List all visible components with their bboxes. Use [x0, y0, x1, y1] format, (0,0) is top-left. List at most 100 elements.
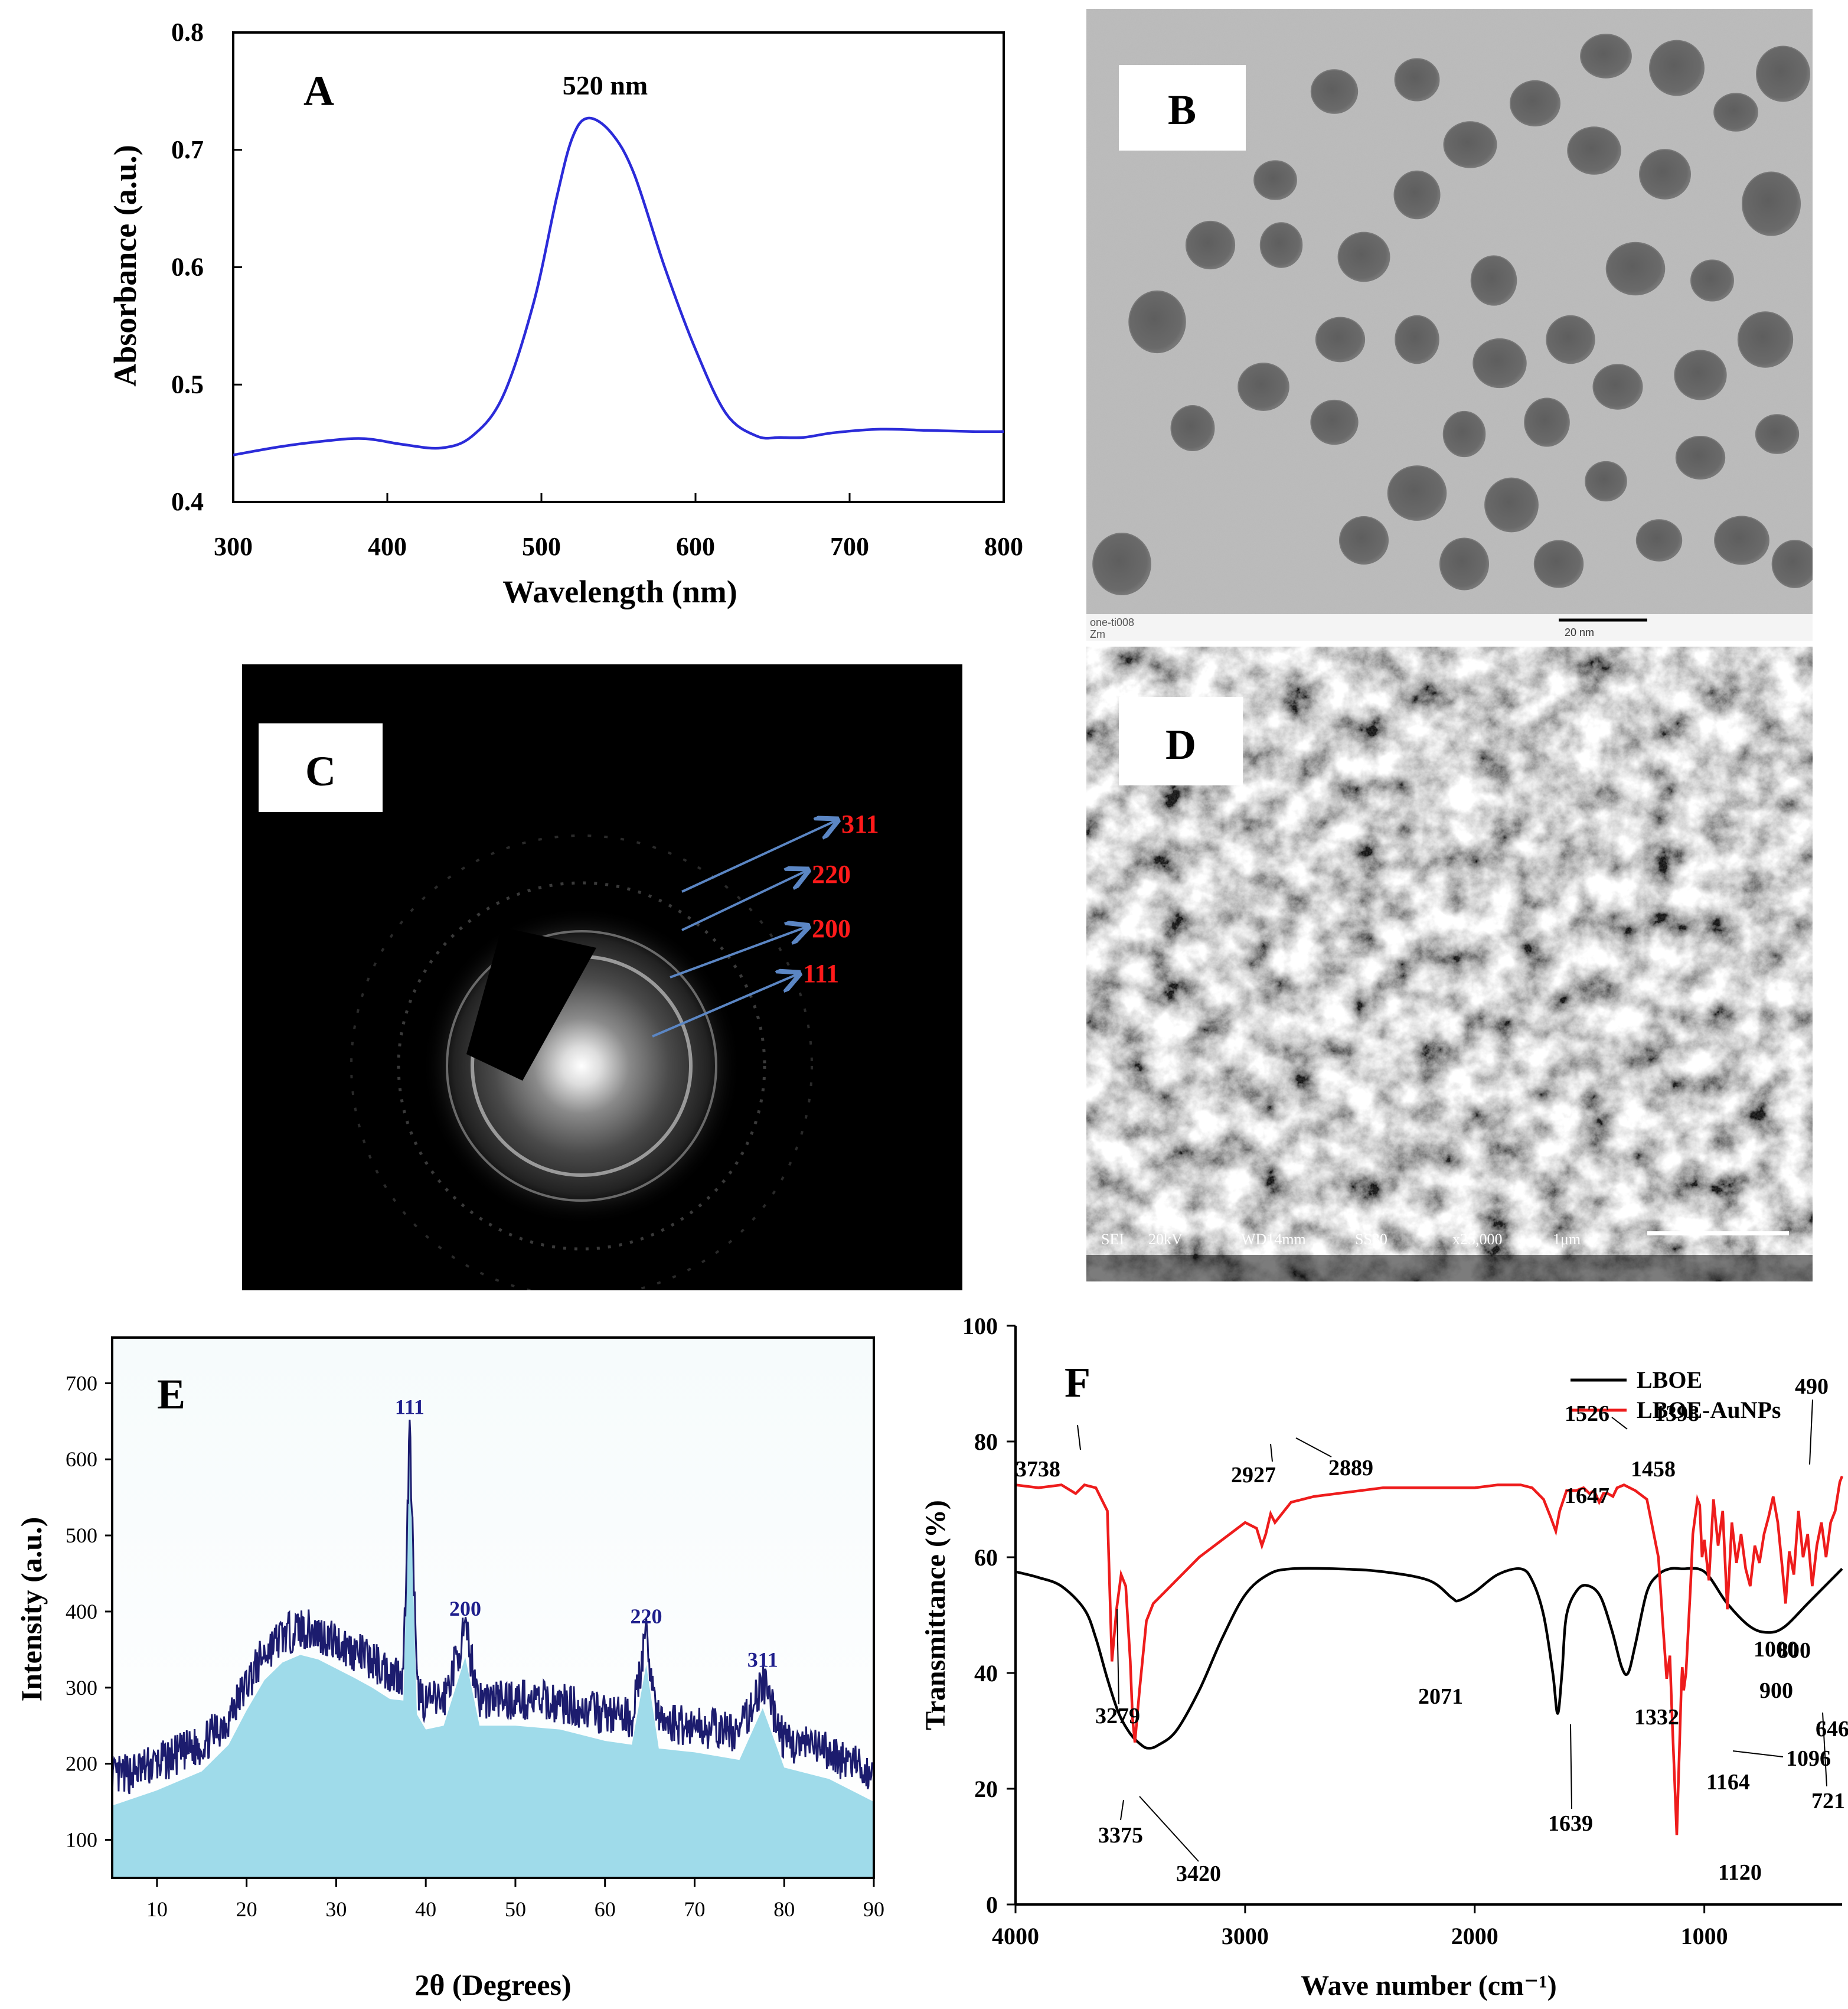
y-axis-label: Transmittance (%) [920, 1500, 951, 1730]
sem-info-mode: SEI [1101, 1231, 1124, 1248]
nanoparticle [1315, 317, 1366, 363]
x-tick-label: 300 [214, 532, 253, 561]
x-tick-label: 30 [325, 1897, 347, 1921]
arrow-311 [681, 821, 835, 893]
x-tick-label: 90 [863, 1897, 884, 1921]
nanoparticle [1737, 311, 1794, 368]
peak-label-220: 220 [631, 1604, 662, 1628]
panel-letter-box [1119, 65, 1246, 151]
nanoparticle [1395, 315, 1439, 364]
xrd-area-fill [112, 1455, 874, 1878]
x-tick-label: 500 [522, 532, 561, 561]
nanoparticle [1635, 519, 1683, 562]
nanoparticle [1585, 461, 1627, 502]
nanoparticle [1185, 220, 1236, 270]
saed-label-200: 200 [812, 914, 851, 943]
panel-letter-box [259, 723, 383, 812]
nanoparticle [1771, 540, 1813, 588]
x-tick-label: 40 [415, 1897, 436, 1921]
legend-label-lboe: LBOE [1637, 1366, 1702, 1393]
ann-2889: 2889 [1328, 1456, 1373, 1480]
ann-800: 800 [1777, 1638, 1811, 1663]
nanoparticles [1092, 34, 1813, 596]
nanoparticle [1092, 532, 1151, 596]
x-tick-label: 700 [830, 532, 869, 561]
peak-annotations: 3738 2927 2889 1647 1526 1458 1398 490 3… [1016, 1374, 1848, 1886]
axis-ticks: 4000 3000 2000 1000 0 20 40 60 80 100 [962, 1313, 1728, 1949]
ann-721: 721 [1811, 1789, 1845, 1814]
panel-letter: A [303, 67, 334, 115]
nanoparticle [1259, 222, 1303, 268]
y-tick-label: 500 [66, 1524, 97, 1547]
nanoparticle [1524, 397, 1570, 447]
tem-caption-2: Zm [1090, 628, 1105, 640]
y-tick-label: 700 [66, 1371, 97, 1395]
ann-646: 646 [1816, 1717, 1848, 1741]
nanoparticle [1393, 170, 1441, 220]
nanoparticle [1510, 80, 1560, 127]
sem-info-wd: WD14mm [1241, 1231, 1306, 1248]
panel-b-tem-image: one-ti008 Zm 20 nm B [1086, 9, 1813, 641]
y-tick-label: 20 [974, 1776, 998, 1802]
nanoparticle [1238, 363, 1289, 411]
nanoparticle [1128, 290, 1186, 354]
axis-ticks: 10 20 30 40 50 60 70 80 90 100 200 300 400 500 600 700 [66, 1371, 884, 1921]
tem-caption: one-ti008 [1090, 617, 1134, 628]
ann-3279: 3279 [1095, 1704, 1140, 1728]
y-tick-label: 40 [974, 1660, 998, 1687]
panel-letter: C [305, 748, 336, 795]
ann-1000: 1000 [1754, 1637, 1798, 1662]
y-axis-label: Absorbance (a.u.) [107, 145, 143, 387]
y-tick-label: 300 [66, 1676, 97, 1700]
panel-letter: B [1168, 86, 1196, 133]
y-tick-label: 600 [66, 1447, 97, 1471]
panel-f-ftir-chart: 4000 3000 2000 1000 0 20 40 60 80 100 F LBOE LBOE… [920, 1313, 1848, 2001]
nanoparticle [1580, 34, 1632, 79]
x-tick-label: 1000 [1681, 1923, 1728, 1949]
panel-letter-box [260, 56, 384, 130]
uv-absorbance-line [233, 116, 1004, 456]
x-tick-label: 50 [505, 1897, 526, 1921]
nanoparticle [1639, 149, 1691, 200]
panel-letter: F [1065, 1359, 1090, 1406]
peak-labels: 111 200 220 311 [395, 1395, 778, 1672]
x-tick-label: 70 [684, 1897, 705, 1921]
x-tick-label: 3000 [1222, 1923, 1269, 1949]
nanoparticle [1546, 315, 1595, 364]
ann-1639: 1639 [1548, 1811, 1593, 1836]
nanoparticle [1649, 40, 1705, 96]
x-tick-label: 60 [595, 1897, 616, 1921]
saed-label-111: 111 [803, 959, 839, 988]
arrow-220 [681, 871, 806, 931]
sem-info-voltage: 20kV [1148, 1231, 1183, 1248]
peak-label-311: 311 [747, 1648, 778, 1672]
legend: LBOE LBOE-AuNPs [1571, 1366, 1781, 1423]
nanoparticle [1253, 160, 1297, 200]
xrd-intensity-line [111, 1420, 874, 1800]
y-tick-label: 0.4 [171, 487, 204, 516]
x-axis-label: Wavelength (nm) [502, 574, 737, 609]
scale-bar [1647, 1231, 1789, 1235]
axis-ticks: 300 400 500 600 700 800 0.4 0.5 0.6 0.7 0.8 [171, 18, 1023, 561]
saed-label-220: 220 [812, 860, 851, 889]
y-tick-label: 100 [66, 1828, 97, 1852]
nanoparticle [1310, 69, 1359, 114]
nanoparticle [1470, 255, 1517, 306]
peak-annotation: 520 nm [563, 70, 648, 100]
ftir-lboe-aunps-line [1015, 1475, 1844, 1835]
panel-a-uv-vis-chart: 300 400 500 600 700 800 0.4 0.5 0.6 0.7 0.8 A 520 … [107, 18, 1023, 609]
y-tick-label: 0.6 [171, 253, 204, 282]
y-tick-label: 60 [974, 1544, 998, 1571]
nanoparticle [1755, 414, 1800, 454]
x-tick-label: 600 [676, 532, 715, 561]
nanoparticle [1394, 58, 1440, 102]
nanoparticle [1533, 540, 1584, 588]
arrow-200 [670, 927, 806, 979]
panel-d-sem-image: SEI 20kV WD14mm SS30 x25,000 1μm D [1086, 647, 1813, 1281]
x-tick-label: 80 [773, 1897, 795, 1921]
y-tick-label: 0.5 [171, 370, 204, 399]
ann-2071: 2071 [1418, 1684, 1463, 1709]
panel-c-saed-pattern: C 311 220 200 111 [242, 664, 962, 1290]
scale-bar-label: 20 nm [1565, 627, 1594, 638]
nanoparticle [1472, 338, 1527, 389]
